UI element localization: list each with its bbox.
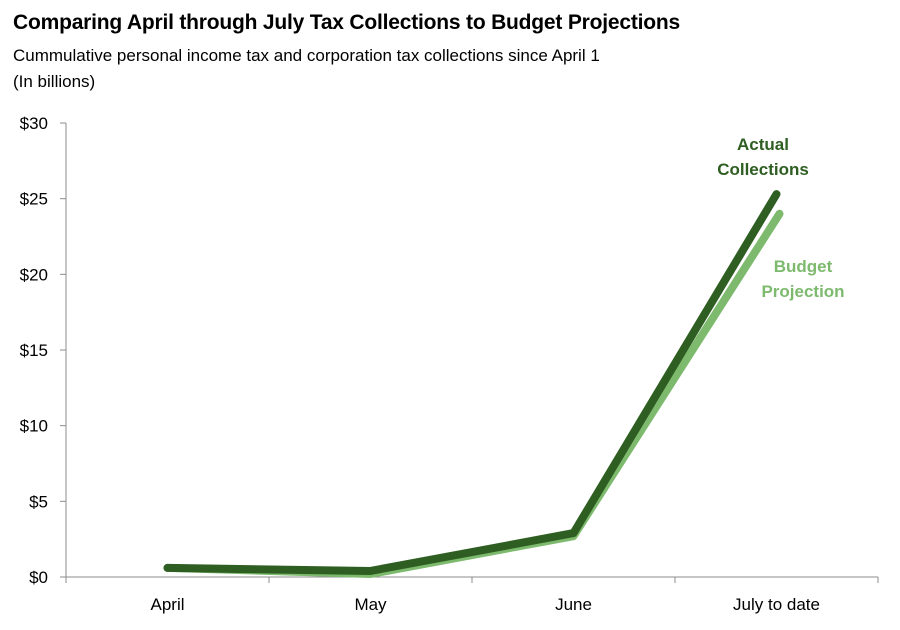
series-line-budget-projection (163, 209, 784, 578)
series-label: Actual (737, 135, 789, 154)
series-label: Collections (717, 160, 809, 179)
y-tick-label: $15 (20, 341, 48, 360)
y-tick-label: $10 (20, 417, 48, 436)
series-line-actual-collections (163, 190, 781, 575)
x-tick-label: May (354, 595, 387, 614)
subtitle-line-2: (In billions) (13, 72, 96, 91)
chart-title: Comparing April through July Tax Collect… (13, 11, 681, 34)
y-tick-label: $25 (20, 190, 48, 209)
x-tick-label: April (150, 595, 184, 614)
y-tick-label: $20 (20, 265, 48, 284)
y-tick-label: $30 (20, 114, 48, 133)
subtitle-line-1: Cummulative personal income tax and corp… (13, 46, 600, 65)
x-tick-label: June (555, 595, 592, 614)
x-tick-label: July to date (733, 595, 820, 614)
y-tick-label: $5 (29, 492, 48, 511)
series-label: Projection (761, 282, 844, 301)
series-label: Budget (774, 257, 833, 276)
y-tick-label: $0 (29, 568, 48, 587)
chart-subtitle: Cummulative personal income tax and corp… (13, 43, 600, 95)
